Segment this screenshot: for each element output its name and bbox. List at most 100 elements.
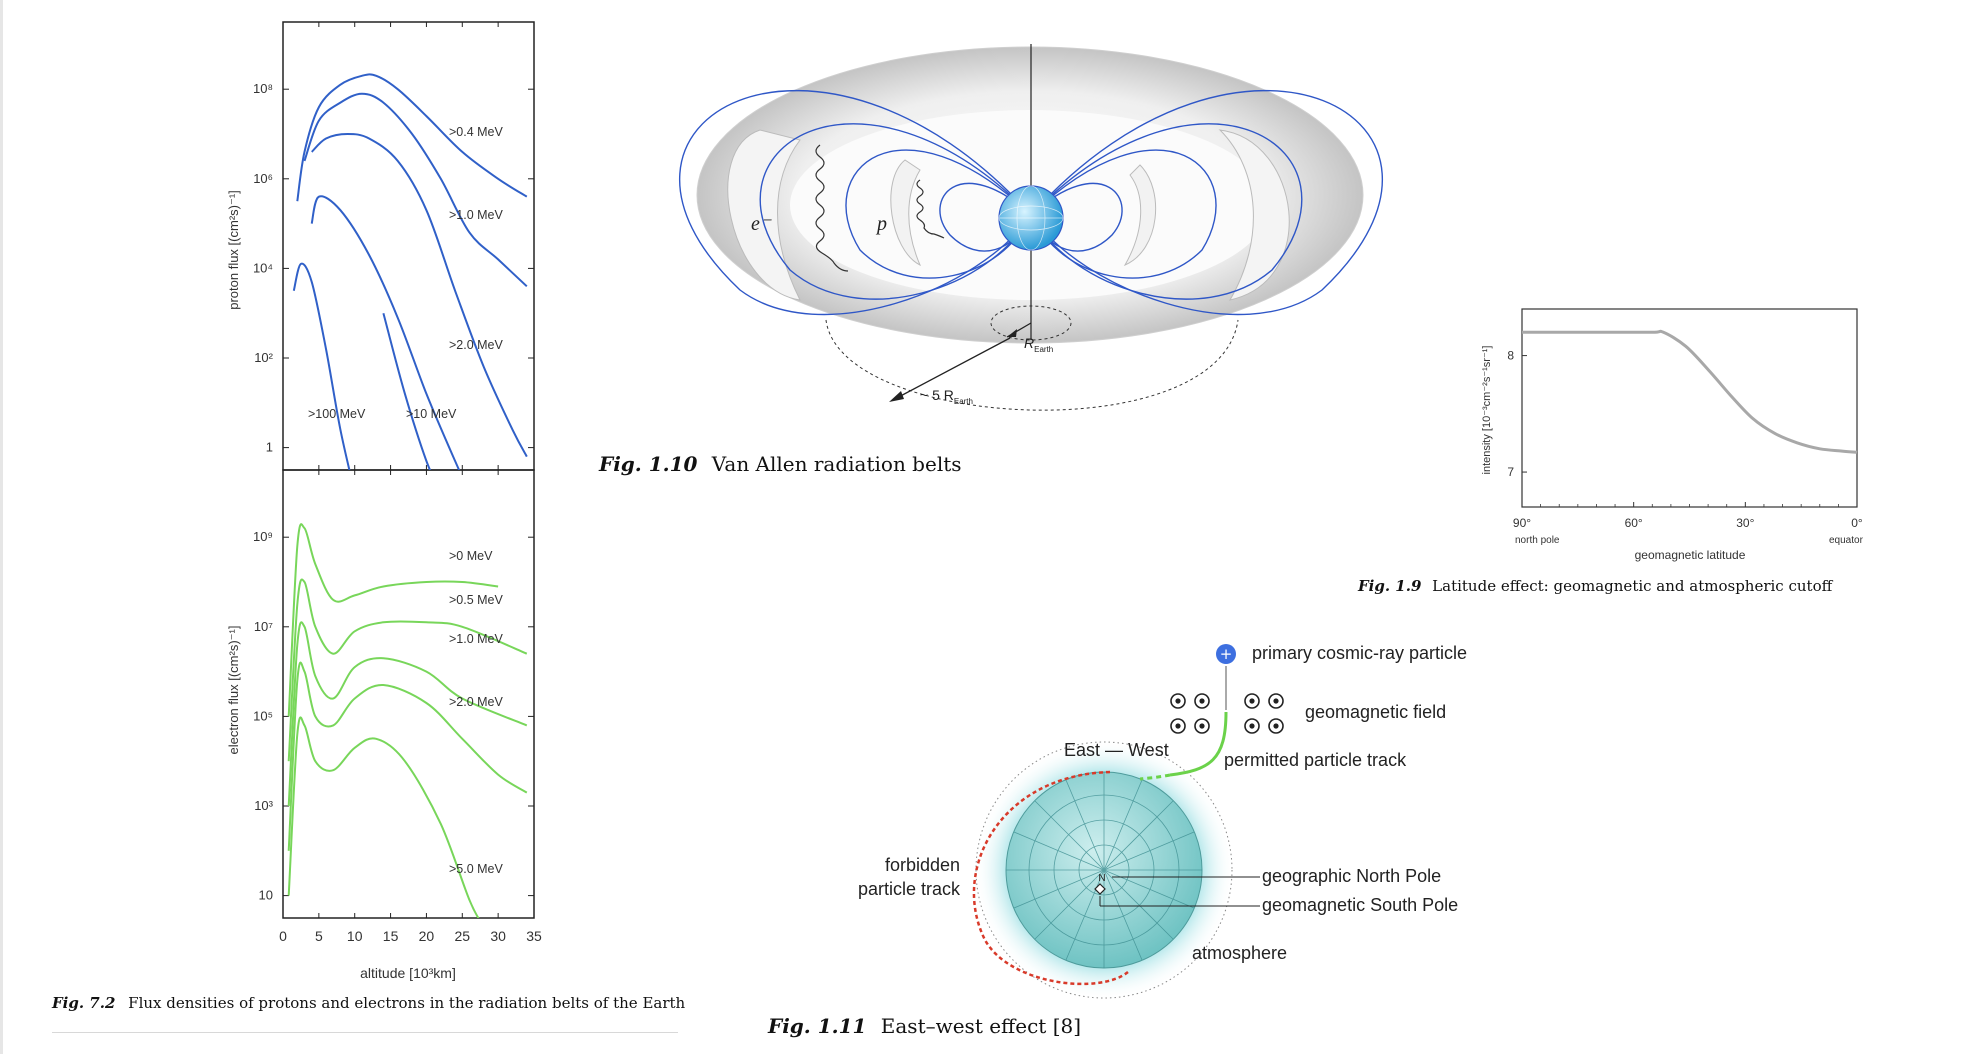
equator-sublabel: equator [1829,535,1864,546]
proton-series-line [292,262,351,470]
electron-label-20: >2.0 MeV [449,695,504,709]
electron-ytick-label: 10³ [254,798,273,813]
proton-ytick-label: 10⁸ [253,81,273,96]
r-earth-dashed-circle [990,305,1072,341]
page-left-border [0,0,3,1054]
altitude-tick-label: 0 [279,928,287,944]
latitude-xtick-label: 30° [1736,516,1754,530]
earth-grid [1006,772,1202,968]
electron-plot-frame [282,469,535,919]
altitude-tick-label: 15 [383,928,399,944]
north-pole-sublabel: north pole [1515,535,1560,546]
permitted-track [1169,711,1228,777]
plus-sign: + [1220,645,1233,663]
electron-series-line [287,578,528,762]
x-axis-label: altitude [10³km] [360,965,456,981]
r-earth-arrowhead [1007,329,1017,337]
proton-ytick-label: 10⁶ [253,171,273,186]
altitude-tick-label: 35 [526,928,542,944]
electron-series-line [287,523,499,717]
proton-ytick-label: 10² [254,350,273,365]
electron-ytick-label: 10⁵ [253,708,273,723]
electron-label-10: >1.0 MeV [449,632,504,646]
latitude-xtick-label: 90° [1513,516,1531,530]
fig111-caption-label: Fig. 1.11 [768,1014,867,1038]
proton-label-10mev: >10 MeV [406,407,457,421]
electron-ytick-label: 10⁷ [254,619,273,634]
electron-ytick-label: 10 [259,888,273,903]
inner-left-crescent [890,159,921,267]
fig19-caption: Fig. 1.9 Latitude effect: geomagnetic an… [1358,577,1832,595]
latitude-ytick-label: 7 [1507,465,1514,479]
proton-ytick-label: 10⁴ [253,260,273,275]
inner-right-crescent [1123,164,1157,267]
altitude-tick-label: 20 [419,928,435,944]
north-pole-label: geographic North Pole [1262,866,1441,886]
latitude-ytick-label: 8 [1507,349,1514,363]
left-crescent [727,129,801,301]
proton-series-line [310,195,461,470]
permitted-track-dashed [1139,773,1171,781]
r-earth-label: REarth [1024,335,1053,354]
proton-series-line [382,312,432,470]
forbidden-label-line2: particle track [858,879,961,899]
proton-label-04: >0.4 MeV [449,125,504,139]
proton-label-20: >2.0 MeV [449,338,504,352]
fig110-caption-label: Fig. 1.10 [599,452,698,476]
electron-label: e⁻ [751,213,772,235]
altitude-tick-label: 30 [490,928,506,944]
primary-particle-label: primary cosmic-ray particle [1252,643,1467,663]
geomagnetic-pole-marker [1094,883,1106,895]
east-west-label: East — West [1064,740,1169,760]
fig72-caption-text: Flux densities of protons and electrons … [128,994,686,1012]
electron-series-line [287,661,528,851]
geomagnetic-field-label: geomagnetic field [1305,702,1446,722]
fig110-caption-text: Van Allen radiation belts [711,452,962,476]
proton-series-line [303,92,528,288]
latitude-xtick-label: 60° [1625,516,1643,530]
fig19-caption-text: Latitude effect: geomagnetic and atmosph… [1432,577,1833,595]
magnetic-field-lines [678,90,1384,316]
electron-series-line [287,716,480,918]
electron-spiral-path [815,144,849,272]
five-r-arrowhead [889,391,904,402]
fig19-caption-label: Fig. 1.9 [1358,577,1422,595]
north-marker: N [1098,873,1105,884]
proton-label-100: >100 MeV [308,407,366,421]
atmosphere-label: atmosphere [1192,943,1287,963]
proton-ylabel: proton flux [(cm²s)⁻¹] [226,190,241,310]
latitude-xlabel: geomagnetic latitude [1635,548,1746,562]
latitude-ylabel: intensity [10⁻³cm⁻²s⁻¹sr⁻¹] [1481,346,1493,475]
altitude-tick-label: 5 [315,928,323,944]
proton-spiral-path [916,179,945,239]
electron-curves [287,523,528,918]
forbidden-track [972,770,1129,986]
latitude-intensity-curve [1521,329,1858,454]
fig111-caption-text: East–west effect [8] [880,1014,1082,1038]
altitude-tick-label: 10 [347,928,363,944]
primary-particle-icon [1216,644,1236,664]
earth-gridlines [998,185,1064,251]
five-r-arrow [892,337,1011,401]
electron-label-05: >0.5 MeV [449,593,504,607]
proton-series-line [296,73,528,202]
proton-curves [292,73,528,470]
electron-series-line [287,621,528,807]
electron-label-50: >5.0 MeV [449,862,504,876]
proton-series-line [310,132,528,458]
permitted-track-label: permitted particle track [1224,750,1407,770]
fig72-caption: Fig. 7.2 Flux densities of protons and e… [52,994,685,1012]
fig72-caption-rule [52,1032,678,1033]
fig111-caption: Fig. 1.11 East–west effect [8] [768,1014,1081,1038]
proton-label: p [875,213,887,235]
electron-label-0: >0 MeV [449,549,493,563]
electron-ytick-label: 10⁹ [253,529,273,544]
south-pole-label: geomagnetic South Pole [1262,895,1458,915]
fig110-caption: Fig. 1.10 Van Allen radiation belts [599,452,962,476]
latitude-xtick-label: 0° [1851,516,1863,530]
proton-ytick-label: 1 [266,440,273,455]
geomagnetic-field-symbols [1170,693,1284,734]
proton-label-10: >1.0 MeV [449,208,504,222]
